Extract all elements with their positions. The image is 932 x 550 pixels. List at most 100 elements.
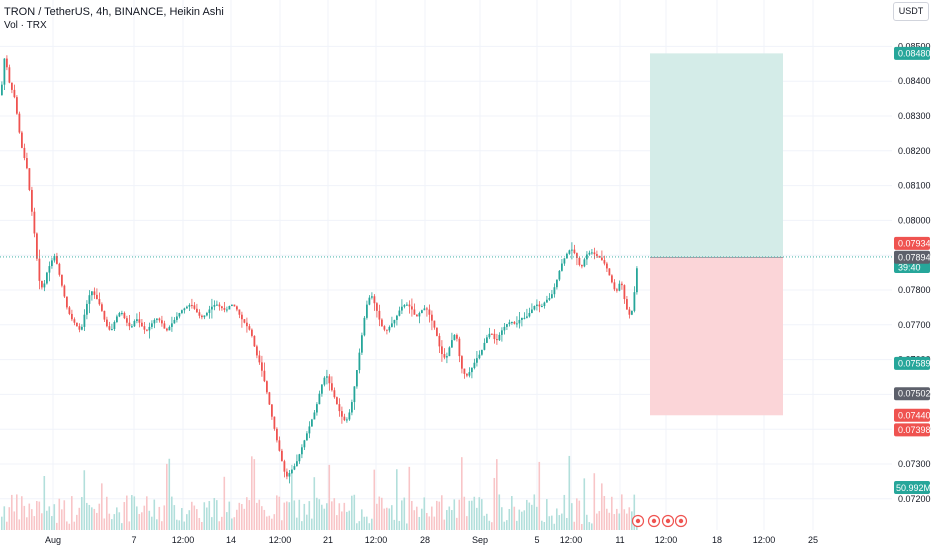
candle-body bbox=[518, 319, 521, 324]
candle-body bbox=[583, 259, 586, 267]
volume-bar bbox=[313, 477, 316, 530]
volume-bar bbox=[501, 507, 503, 530]
candle-body bbox=[106, 319, 108, 327]
candle-body bbox=[91, 291, 93, 296]
y-tick-label: 0.08400 bbox=[898, 76, 931, 86]
candle-body bbox=[331, 383, 333, 391]
y-tick-label: 0.08300 bbox=[898, 111, 931, 121]
volume-bar bbox=[461, 457, 463, 530]
volume-bar bbox=[346, 511, 348, 530]
volume-bar bbox=[401, 500, 403, 530]
candle-body bbox=[613, 282, 616, 290]
volume-bar bbox=[423, 497, 426, 530]
volume-bar bbox=[338, 503, 341, 530]
volume-bar bbox=[253, 459, 256, 530]
candle-body bbox=[146, 329, 148, 331]
volume-bar bbox=[418, 516, 421, 530]
candle-body bbox=[251, 329, 253, 336]
candle-body bbox=[451, 340, 453, 348]
volume-bar bbox=[416, 506, 418, 530]
candle-body bbox=[31, 189, 33, 212]
volume-bar bbox=[71, 496, 73, 530]
volume-bar bbox=[498, 494, 501, 530]
candle-body bbox=[503, 326, 506, 331]
event-markers[interactable] bbox=[631, 514, 688, 528]
volume-bar bbox=[323, 508, 326, 530]
y-tick-label: 0.07200 bbox=[898, 494, 931, 504]
volume-bar bbox=[481, 499, 483, 530]
volume-bar bbox=[296, 517, 298, 530]
candle-body bbox=[568, 250, 571, 254]
volume-bar bbox=[341, 511, 343, 530]
volume-bar bbox=[433, 516, 436, 530]
candle-body bbox=[343, 416, 346, 421]
price-axis[interactable]: 0.072000.073000.074000.075000.076000.077… bbox=[892, 0, 932, 550]
volume-bar bbox=[291, 464, 293, 530]
price-tag-label: 0.07440 bbox=[898, 410, 931, 420]
price-tag bbox=[894, 356, 930, 370]
volume-bar bbox=[223, 476, 226, 530]
candle-body bbox=[78, 326, 81, 330]
volume-bar bbox=[193, 505, 196, 530]
volume-bar bbox=[56, 522, 58, 530]
volume-bar bbox=[443, 519, 446, 530]
volume-bar bbox=[326, 503, 328, 530]
x-tick-label: 5 bbox=[534, 535, 539, 545]
grid-lines bbox=[0, 0, 892, 530]
earnings-icon-dot bbox=[678, 518, 684, 524]
candle-body bbox=[528, 312, 531, 317]
volume-bar bbox=[618, 513, 621, 530]
volume-bar bbox=[58, 498, 61, 530]
volume-bar bbox=[378, 496, 381, 530]
candle-body bbox=[121, 312, 123, 314]
candle-body bbox=[513, 322, 516, 324]
price-axis-bg bbox=[892, 0, 932, 550]
candle-body bbox=[196, 308, 198, 313]
volume-bar bbox=[161, 521, 163, 530]
candle-body bbox=[98, 299, 101, 305]
volume-bar bbox=[243, 508, 246, 530]
candle-body bbox=[498, 334, 501, 341]
candle-body bbox=[21, 132, 23, 148]
candle-body bbox=[453, 334, 456, 341]
candle-body bbox=[261, 362, 263, 371]
candle-body bbox=[576, 253, 578, 258]
candle-body bbox=[631, 310, 633, 315]
volume-bar bbox=[123, 502, 126, 530]
candle-body bbox=[171, 323, 173, 327]
volume-bar bbox=[213, 497, 216, 530]
candle-body bbox=[428, 309, 431, 315]
position-zones[interactable] bbox=[650, 53, 783, 416]
candle-body bbox=[221, 306, 223, 309]
y-tick-label: 0.07300 bbox=[898, 459, 931, 469]
volume-bar bbox=[108, 513, 111, 530]
volume-bar bbox=[548, 516, 551, 530]
volume-bar bbox=[281, 520, 283, 530]
currency-button[interactable]: USDT bbox=[893, 2, 929, 21]
candle-body bbox=[173, 319, 176, 324]
volume-bar bbox=[211, 517, 213, 530]
candle-body bbox=[366, 304, 368, 318]
candle-body bbox=[321, 384, 323, 394]
candle-body bbox=[401, 306, 403, 311]
candle-body bbox=[231, 304, 233, 307]
volume-bar bbox=[518, 509, 521, 530]
candle-body bbox=[191, 304, 193, 306]
candle-body bbox=[111, 328, 113, 330]
volume-bar bbox=[611, 496, 613, 530]
candle-body bbox=[181, 310, 183, 313]
time-axis[interactable]: Aug 7 12:00 14 12:00 21 12:00 28 Sep 5 12:00 11 12:0… bbox=[0, 530, 892, 550]
x-tick-label: 11 bbox=[615, 535, 624, 545]
candle-body bbox=[193, 305, 196, 309]
volume-bar bbox=[181, 508, 183, 530]
volume-bar bbox=[373, 469, 376, 530]
candle-body bbox=[161, 320, 163, 324]
candle-body bbox=[148, 326, 151, 331]
candle-body bbox=[381, 319, 383, 327]
volume-bar bbox=[138, 513, 141, 530]
candle-body bbox=[316, 404, 318, 413]
candle-body bbox=[213, 304, 216, 307]
y-tick-label: 0.08000 bbox=[898, 215, 931, 225]
volume-bar bbox=[276, 495, 278, 530]
